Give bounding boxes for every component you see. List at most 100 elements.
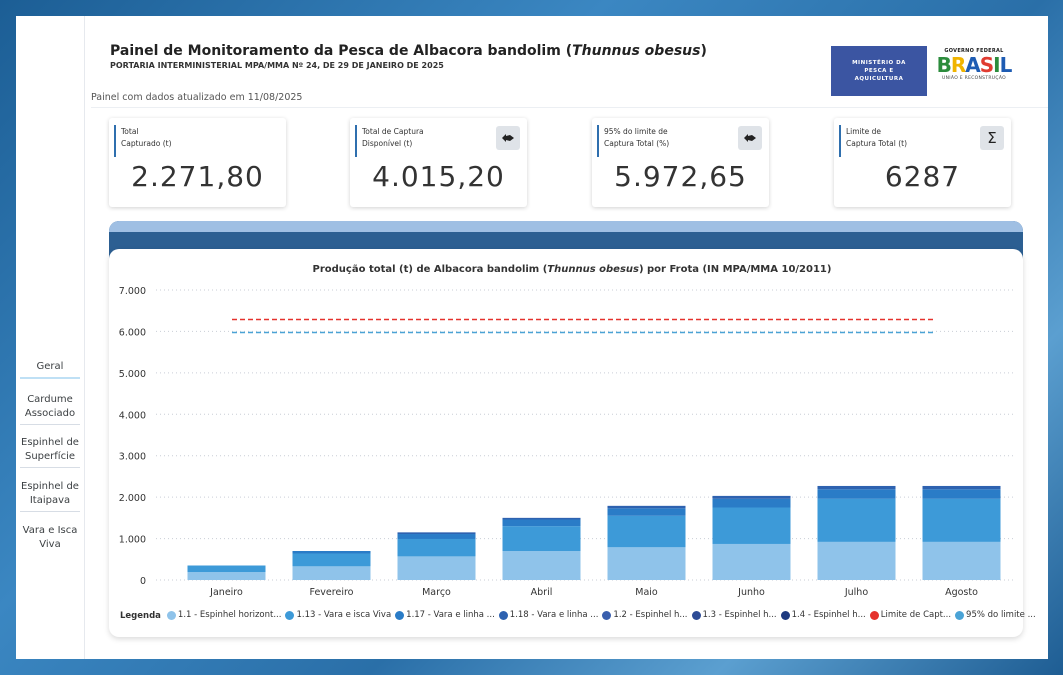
- bar-segment[interactable]: [397, 534, 476, 539]
- divider: [91, 107, 1048, 108]
- bar-segment[interactable]: [292, 553, 371, 567]
- bar-segment[interactable]: [817, 485, 896, 490]
- legend-item[interactable]: 1.4 - Espinhel h...: [780, 610, 866, 620]
- legend-item[interactable]: 1.3 - Espinhel h...: [691, 610, 777, 620]
- bar-segment[interactable]: [607, 508, 686, 516]
- y-tick-label: 1.000: [119, 535, 146, 546]
- fish-icon[interactable]: [496, 126, 520, 150]
- legend-dot: [285, 610, 295, 620]
- update-date-text: Painel com dados atualizado em 11/08/202…: [91, 92, 303, 103]
- dashboard-frame: Geral Cardume Associado Espinhel de Supe…: [16, 16, 1048, 659]
- brasil-wordmark: BRASIL: [936, 53, 1013, 77]
- bar-segment[interactable]: [397, 538, 476, 557]
- bar-segment[interactable]: [712, 498, 791, 508]
- y-tick-label: 5.000: [119, 369, 146, 380]
- bar-segment[interactable]: [607, 547, 686, 580]
- government-logo: GOVERNO FEDERAL BRASIL UNIÃO E RECONSTRU…: [934, 48, 1014, 94]
- bar-segment[interactable]: [817, 541, 896, 580]
- legend-label: 1.1 - Espinhel horizont...: [177, 610, 282, 620]
- y-tick-label: 6.000: [119, 327, 146, 338]
- x-tick-label: Janeiro: [209, 587, 243, 598]
- bar-segment[interactable]: [397, 556, 476, 580]
- legend-item[interactable]: 1.13 - Vara e isca Viva: [285, 610, 391, 620]
- legend-label: 1.18 - Vara e linha ...: [509, 610, 599, 620]
- legend-dot: [602, 610, 612, 620]
- legend-label: 1.2 - Espinhel h...: [613, 610, 688, 620]
- sidebar-item-cardume-associado[interactable]: Cardume Associado: [20, 393, 80, 425]
- legend-dot: [395, 610, 405, 620]
- y-tick-label: 4.000: [119, 410, 146, 421]
- production-chart: Produção total (t) de Albacora bandolim …: [119, 264, 1016, 598]
- kpi-label: Total de Captura Disponível (t): [362, 127, 424, 148]
- bar-segment[interactable]: [922, 541, 1001, 580]
- kpi-card-captura-disponivel: Total de Captura Disponível (t) 4.015,20: [350, 118, 527, 207]
- y-tick-label: 2.000: [119, 493, 146, 504]
- bar-segment[interactable]: [502, 517, 581, 520]
- x-tick-label: Junho: [737, 587, 765, 598]
- bar-segment[interactable]: [922, 498, 1001, 542]
- kpi-value: 5.972,65: [614, 160, 747, 193]
- kpi-label: Limite de Captura Total (t): [846, 127, 908, 148]
- legend-item[interactable]: 95% do limite ...: [955, 610, 1036, 620]
- ministry-logo: MINISTÉRIO DA PESCA E AQUICULTURA: [831, 46, 927, 96]
- legend-item[interactable]: 1.17 - Vara e linha ...: [395, 610, 495, 620]
- legend-label: Limite de Capt...: [880, 610, 952, 620]
- y-tick-label: 3.000: [119, 452, 146, 463]
- legend-dot: [780, 610, 790, 620]
- legend-label: 1.4 - Espinhel h...: [791, 610, 866, 620]
- x-tick-label: Março: [422, 587, 451, 598]
- legend-item[interactable]: 1.2 - Espinhel h...: [602, 610, 688, 620]
- legend-dot: [869, 610, 879, 620]
- bar-segment[interactable]: [292, 551, 371, 554]
- page-subtitle: PORTARIA INTERMINISTERIAL MPA/MMA Nº 24,…: [110, 61, 444, 70]
- sigma-icon[interactable]: Σ: [980, 126, 1004, 150]
- x-tick-label: Julho: [844, 587, 868, 598]
- legend-item[interactable]: Limite de Capt...: [869, 610, 952, 620]
- kpi-card-95-limite: 95% do limite de Captura Total (%) 5.972…: [592, 118, 769, 207]
- bar-segment[interactable]: [922, 489, 1001, 499]
- chart-legend: Legenda 1.1 - Espinhel horizont... 1.13 -…: [120, 610, 1040, 623]
- sidebar-item-geral[interactable]: Geral: [20, 360, 80, 379]
- y-tick-label: 0: [140, 576, 146, 587]
- legend-label: 1.17 - Vara e linha ...: [406, 610, 495, 620]
- kpi-label: Total Capturado (t): [121, 127, 172, 148]
- kpi-value: 4.015,20: [372, 160, 505, 193]
- bar-segment[interactable]: [607, 515, 686, 548]
- chart-title: Produção total (t) de Albacora bandolim …: [313, 264, 832, 275]
- x-tick-label: Abril: [531, 587, 553, 598]
- bar-segment[interactable]: [502, 519, 581, 527]
- legend-label: 1.13 - Vara e isca Viva: [296, 610, 392, 620]
- bar-segment[interactable]: [817, 489, 896, 499]
- kpi-value: 6287: [884, 160, 961, 193]
- sidebar-item-espinhel-itaipava[interactable]: Espinhel de Itaipava: [20, 480, 80, 512]
- bar-segment[interactable]: [502, 526, 581, 551]
- bar-segment[interactable]: [187, 565, 266, 573]
- legend-item[interactable]: 1.18 - Vara e linha ...: [498, 610, 599, 620]
- legend-dot: [166, 610, 176, 620]
- bar-segment[interactable]: [607, 505, 686, 509]
- bar-segment[interactable]: [817, 498, 896, 542]
- page-title: Painel de Monitoramento da Pesca de Alba…: [110, 43, 707, 59]
- bar-segment[interactable]: [712, 495, 791, 499]
- x-tick-label: Maio: [635, 587, 658, 598]
- legend-dot: [955, 610, 965, 620]
- sidebar-item-vara-isca-viva[interactable]: Vara e Isca Viva: [22, 525, 78, 550]
- legend-title: Legenda: [120, 611, 161, 622]
- y-tick-label: 7.000: [119, 286, 146, 297]
- legend-item[interactable]: 1.1 - Espinhel horizont...: [166, 610, 282, 620]
- sidebar-item-espinhel-superficie[interactable]: Espinhel de Superfície: [20, 436, 80, 468]
- legend-label: 1.3 - Espinhel h...: [702, 610, 777, 620]
- bar-segment[interactable]: [292, 566, 371, 580]
- bar-segment[interactable]: [712, 507, 791, 544]
- fish-icon[interactable]: [738, 126, 762, 150]
- kpi-label: 95% do limite de Captura Total (%): [604, 127, 670, 148]
- bar-segment[interactable]: [502, 551, 581, 580]
- bar-segment[interactable]: [187, 572, 266, 580]
- bar-segment[interactable]: [712, 543, 791, 580]
- kpi-card-limite-captura: Limite de Captura Total (t) Σ 6287: [834, 118, 1011, 207]
- kpi-card-total-capturado: Total Capturado (t) 2.271,80: [109, 118, 286, 207]
- kpi-value: 2.271,80: [131, 160, 264, 193]
- bar-segment[interactable]: [397, 532, 476, 535]
- x-tick-label: Fevereiro: [310, 587, 354, 598]
- bar-segment[interactable]: [922, 485, 1001, 490]
